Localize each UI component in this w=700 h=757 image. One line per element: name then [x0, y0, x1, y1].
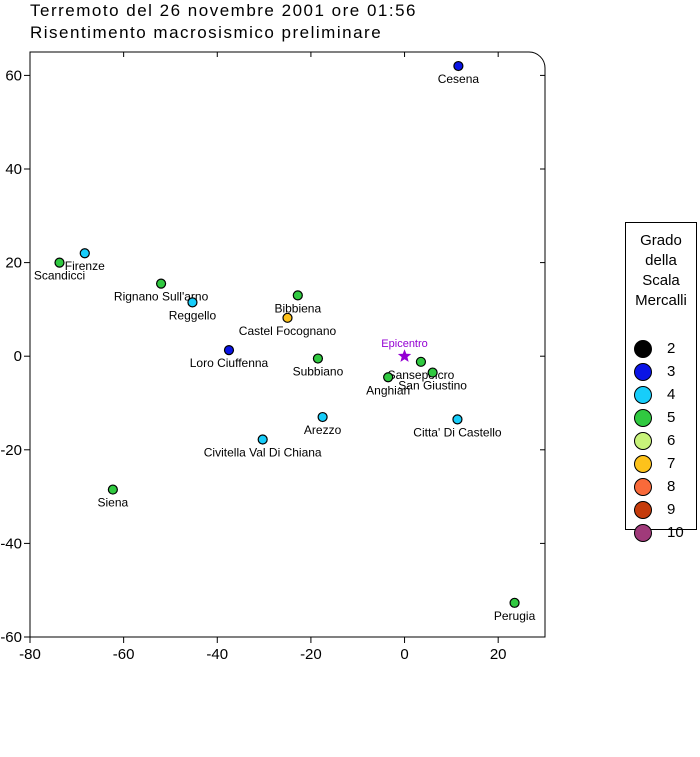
legend: Grado della Scala Mercalli 2 3 4 5 6 7 8 9 10	[625, 222, 697, 542]
point-label: Scandicci	[34, 269, 85, 283]
point-label: Arezzo	[304, 423, 342, 437]
legend-swatch	[634, 363, 652, 381]
point-label: San Giustino	[398, 379, 467, 393]
point-label: Subbiano	[293, 365, 344, 379]
point-label: Reggello	[169, 308, 217, 322]
data-point	[79, 248, 90, 259]
data-point	[187, 297, 198, 308]
chart-title: Terremoto del 26 novembre 2001 ore 01:56	[30, 1, 417, 20]
x-tick-label: 20	[490, 646, 507, 663]
data-point	[383, 372, 394, 383]
y-tick-label: 0	[14, 348, 22, 365]
legend-swatch	[634, 524, 652, 542]
point-label: Sansepolcro	[388, 368, 455, 382]
x-tick-label: 0	[400, 646, 408, 663]
data-point	[317, 411, 328, 423]
legend-swatch	[634, 386, 652, 404]
legend-swatch	[634, 432, 652, 450]
x-tick-label: -40	[206, 646, 228, 663]
data-point	[312, 353, 324, 364]
legend-swatch	[634, 409, 652, 427]
data-point	[223, 345, 235, 356]
data-point	[292, 290, 303, 301]
legend-title: Grado della Scala Mercalli	[626, 231, 696, 311]
point-label: Perugia	[494, 609, 536, 623]
legend-title-line: Grado	[640, 232, 682, 249]
point-label: Castel Focognano	[239, 324, 337, 338]
point-label: Cesena	[438, 72, 480, 86]
legend-label: 8	[667, 478, 676, 495]
y-tick-label: 40	[5, 161, 22, 178]
point-label: Civitella Val Di Chiana	[204, 446, 322, 460]
data-point	[415, 356, 427, 367]
legend-label: 5	[667, 409, 676, 426]
y-tick-label: 60	[5, 67, 22, 84]
epicenter-label: Epicentro	[381, 338, 427, 350]
legend-swatch	[634, 340, 652, 358]
y-tick-label: -20	[0, 442, 22, 459]
point-label: Firenze	[65, 259, 105, 273]
plot-frame	[29, 51, 546, 638]
legend-swatch	[634, 455, 652, 473]
data-point	[453, 60, 464, 72]
legend-title-line: della	[645, 252, 677, 269]
point-label: Bibbiena	[274, 301, 321, 315]
point-label: Siena	[98, 496, 129, 510]
legend-label: 6	[667, 432, 676, 449]
legend-label: 3	[667, 363, 676, 380]
legend-label: 7	[667, 455, 676, 472]
point-label: Loro Ciuffenna	[190, 356, 269, 370]
x-tick-label: -80	[19, 646, 41, 663]
legend-title-line: Scala	[642, 272, 680, 289]
y-tick-label: 20	[5, 255, 22, 272]
legend-swatch	[634, 501, 652, 519]
y-tick-label: -60	[0, 629, 22, 646]
y-tick-label: -40	[0, 535, 22, 552]
legend-label: 2	[667, 340, 676, 357]
data-point	[282, 312, 293, 323]
legend-label: 4	[667, 386, 676, 403]
chart-subtitle: Risentimento macrosismico preliminare	[30, 23, 383, 42]
legend-swatch	[634, 478, 652, 496]
legend-label: 10	[667, 524, 684, 541]
legend-title-line: Mercalli	[635, 292, 687, 309]
data-point	[155, 278, 167, 289]
x-tick-label: -20	[300, 646, 322, 663]
point-label: Rignano Sull'arno	[114, 290, 209, 304]
point-label: Citta' Di Castello	[413, 425, 502, 439]
data-point	[452, 414, 463, 425]
x-tick-label: -60	[113, 646, 135, 663]
data-point	[257, 434, 268, 445]
point-label: Anghiari	[366, 383, 410, 397]
legend-label: 9	[667, 501, 676, 518]
data-point	[509, 597, 520, 608]
data-point	[427, 367, 438, 378]
data-point	[54, 257, 65, 268]
data-point	[107, 484, 118, 495]
epicenter-star-icon	[397, 349, 412, 362]
